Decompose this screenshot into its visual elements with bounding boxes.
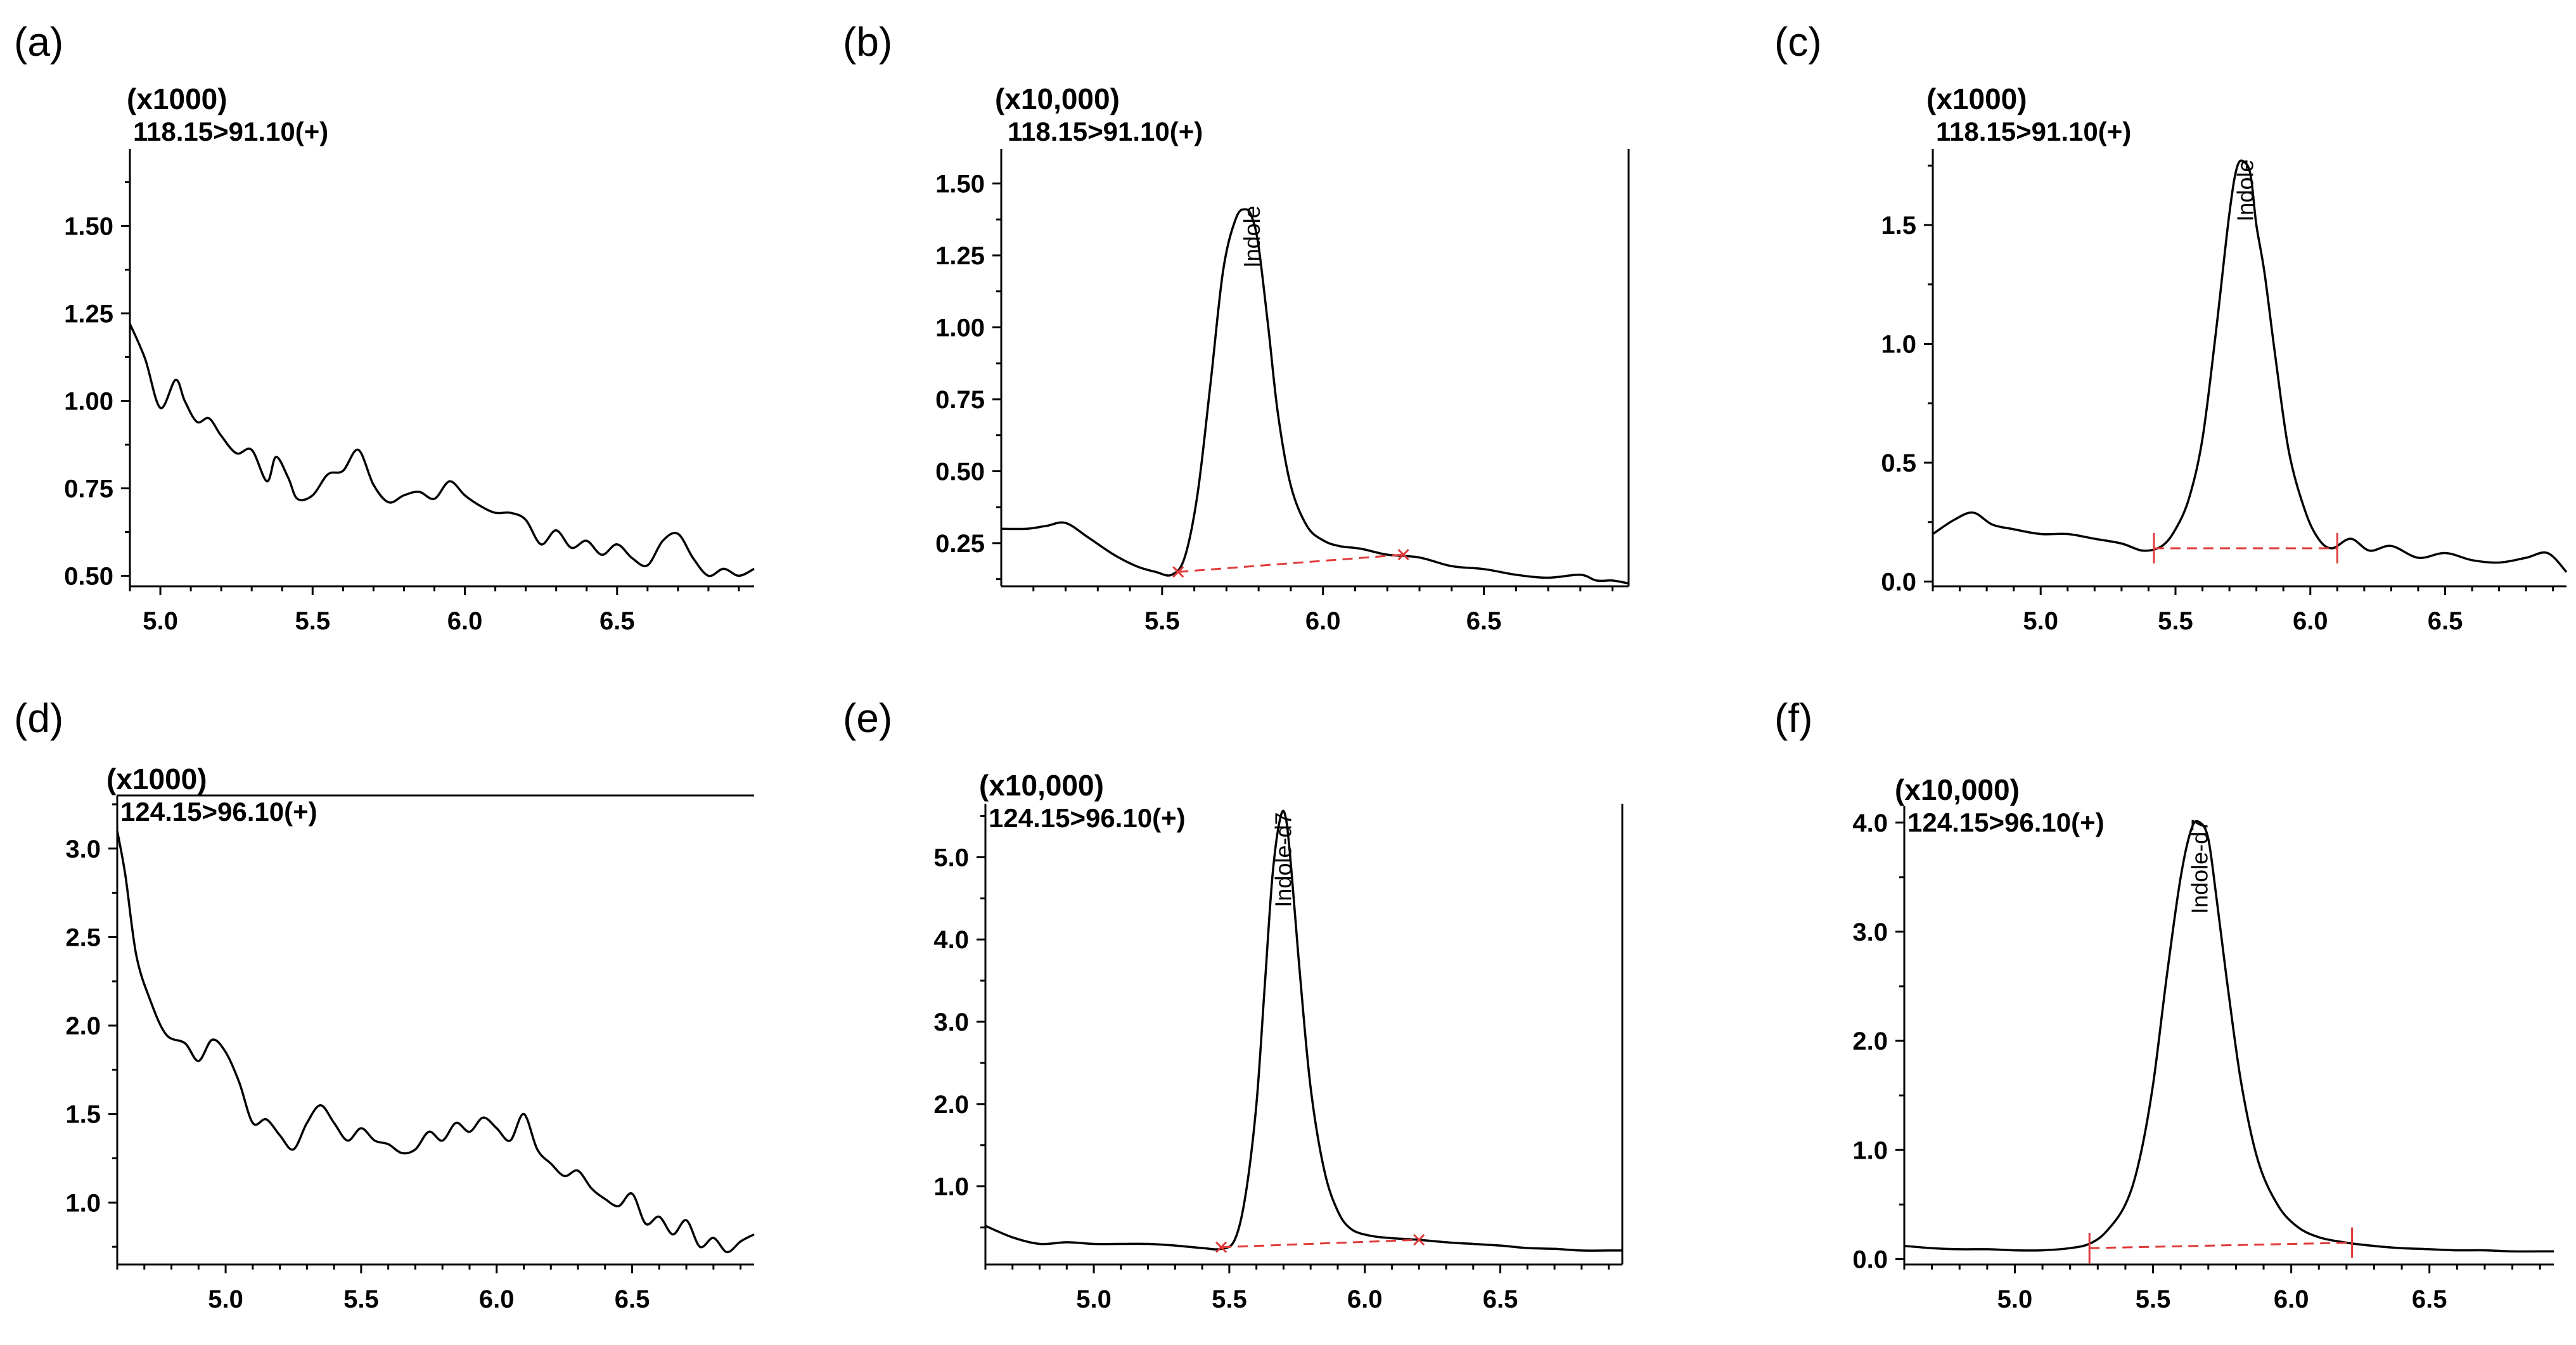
intensity-scale-label: (x10,000)	[995, 82, 1120, 115]
intensity-scale-label: (x1000)	[1926, 82, 2027, 115]
panel-letter: (f)	[1774, 695, 1812, 741]
y-tick-label: 3.0	[65, 835, 101, 863]
mrm-transition-label: 124.15>96.10(+)	[120, 797, 317, 827]
chart-panel-d: (d) (x1000)124.15>96.10(+) 1.0 1.5 2.0 2.5 3.0…	[14, 695, 755, 1313]
y-tick-label: 2.0	[1852, 1027, 1888, 1055]
y-tick-label: 2.0	[933, 1091, 969, 1119]
intensity-scale-label: (x10,000)	[1895, 773, 2020, 806]
y-tick-label: 3.0	[933, 1008, 969, 1036]
chart-panel-b: (b) (x10,000)118.15>91.10(+) 0.25 0.50 0.75 1…	[843, 19, 1630, 635]
y-tick-label: 1.50	[64, 212, 113, 240]
x-tick-label: 6.5	[2412, 1285, 2447, 1313]
panel-letter: (b)	[843, 19, 892, 65]
x-tick-label: 6.0	[2293, 607, 2328, 635]
intensity-scale-label: (x1000)	[106, 763, 207, 795]
y-tick-label: 0.50	[64, 562, 113, 590]
x-tick-label: 6.5	[599, 607, 635, 635]
y-tick-label: 4.0	[1852, 809, 1888, 837]
y-tick-label: 1.25	[935, 242, 985, 270]
x-tick-label: 6.0	[479, 1285, 515, 1313]
mrm-transition-label: 124.15>96.10(+)	[989, 803, 1186, 833]
x-tick-label: 6.0	[1347, 1285, 1383, 1313]
x-tick-label: 6.5	[1466, 607, 1502, 635]
x-tick-label: 5.0	[1076, 1285, 1112, 1313]
y-tick-label: 3.0	[1852, 918, 1888, 946]
y-tick-label: 0.75	[935, 386, 985, 414]
mrm-transition-label: 118.15>91.10(+)	[1008, 117, 1203, 146]
peak-end-marker	[1397, 549, 1409, 561]
peak-name-label: Indole	[1239, 205, 1265, 267]
peak-name-label: Indole	[2233, 160, 2259, 222]
y-tick-label: 1.5	[1881, 212, 1916, 240]
x-tick-label: 5.5	[343, 1285, 379, 1313]
y-tick-label: 0.75	[64, 475, 113, 503]
y-tick-label: 1.00	[64, 387, 113, 415]
x-tick-label: 5.5	[2136, 1285, 2171, 1313]
y-tick-label: 0.0	[1881, 569, 1916, 596]
intensity-scale-label: (x1000)	[127, 82, 227, 115]
intensity-scale-label: (x10,000)	[979, 769, 1104, 802]
y-tick-label: 1.5	[65, 1101, 101, 1129]
panel-letter: (e)	[843, 695, 892, 741]
chromatogram-trace	[129, 323, 755, 577]
peak-integration-baseline	[2089, 1242, 2352, 1249]
chart-panel-f: (f) (x10,000)124.15>96.10(+) 0.0 1.0 2.0 3.0 4…	[1774, 695, 2554, 1313]
chromatogram-trace	[1932, 159, 2568, 573]
y-tick-label: 0.25	[935, 530, 985, 558]
peak-start-marker	[1215, 1241, 1227, 1253]
y-tick-label: 0.0	[1852, 1245, 1888, 1273]
chromatogram-trace	[1001, 208, 1629, 585]
x-tick-label: 5.0	[143, 607, 178, 635]
x-tick-label: 5.5	[1144, 607, 1180, 635]
chart-panel-a: (a) (x1000)118.15>91.10(+) 0.50 0.75 1.00 1.2…	[14, 19, 755, 635]
x-tick-label: 6.0	[2274, 1285, 2309, 1313]
x-tick-label: 6.0	[1305, 607, 1341, 635]
chromatogram-trace	[1904, 820, 2554, 1253]
y-tick-label: 1.0	[1881, 331, 1916, 359]
peak-start-marker	[1172, 566, 1184, 578]
x-tick-label: 6.5	[615, 1285, 650, 1313]
x-tick-label: 6.0	[447, 607, 483, 635]
y-tick-label: 1.00	[935, 314, 985, 342]
peak-end-marker	[1413, 1233, 1425, 1246]
y-tick-label: 1.0	[933, 1173, 969, 1201]
peak-name-label: Indole-d7	[2187, 819, 2213, 914]
x-tick-label: 6.5	[2428, 607, 2463, 635]
y-tick-label: 2.0	[65, 1012, 101, 1040]
panel-letter: (d)	[14, 695, 63, 741]
x-tick-label: 6.5	[1483, 1285, 1518, 1313]
y-tick-label: 5.0	[933, 844, 969, 872]
chart-panel-c: (c) (x1000)118.15>91.10(+) 0.0 0.5 1.0 1.5 5.0…	[1774, 19, 2568, 635]
panel-letter: (a)	[14, 19, 63, 65]
x-tick-label: 5.0	[2023, 607, 2058, 635]
x-tick-label: 5.5	[1212, 1285, 1247, 1313]
x-tick-label: 5.5	[2158, 607, 2193, 635]
panel-letter: (c)	[1774, 19, 1822, 65]
chromatogram-trace	[116, 830, 755, 1254]
mrm-transition-label: 118.15>91.10(+)	[1936, 117, 2131, 146]
y-tick-label: 1.25	[64, 300, 113, 328]
x-tick-label: 5.0	[208, 1285, 243, 1313]
x-tick-label: 5.5	[295, 607, 330, 635]
y-tick-label: 1.50	[935, 170, 985, 198]
chart-panel-e: (e) (x10,000)124.15>96.10(+) 1.0 2.0 3.0 4.0 5…	[843, 695, 1624, 1313]
mrm-transition-label: 118.15>91.10(+)	[133, 117, 328, 146]
y-tick-label: 2.5	[65, 923, 101, 951]
y-tick-label: 0.50	[935, 458, 985, 486]
chromatogram-trace	[985, 809, 1622, 1252]
y-tick-label: 0.5	[1881, 449, 1916, 477]
mrm-transition-label: 124.15>96.10(+)	[1907, 808, 2105, 837]
peak-integration-baseline	[1178, 553, 1404, 573]
peak-name-label: Indole-d7	[1270, 812, 1296, 907]
y-tick-label: 1.0	[65, 1189, 101, 1217]
x-tick-label: 5.0	[1997, 1285, 2033, 1313]
y-tick-label: 4.0	[933, 926, 969, 954]
y-tick-label: 1.0	[1852, 1136, 1888, 1164]
peak-integration-baseline	[1221, 1239, 1419, 1249]
